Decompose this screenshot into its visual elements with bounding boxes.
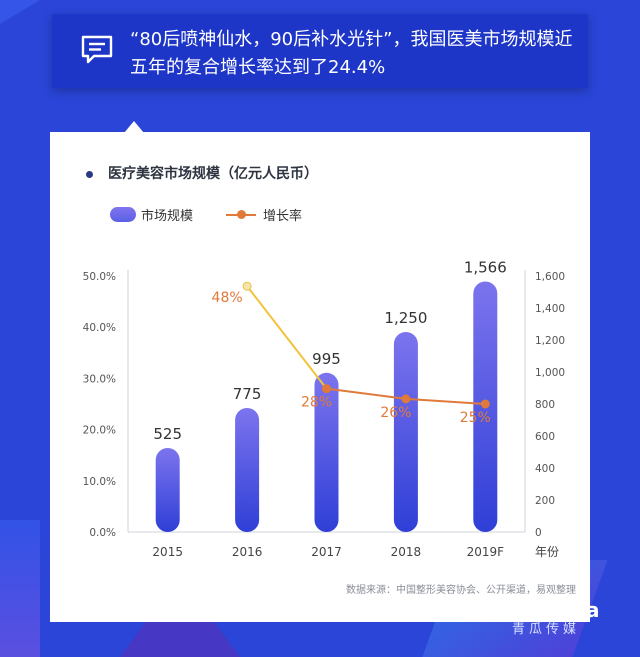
growth-point [401,394,411,404]
right-tick-label: 1,400 [535,303,565,315]
chart-area: 0.0% 10.0% 20.0% 30.0% 40.0% 50.0% 0 200 400 600 8… [83,258,565,559]
legend-swatch-bar [110,207,136,222]
watermark: 青瓜传媒 [512,622,581,637]
chart-card: 医疗美容市场规模（亿元人民币） 市场规模 增长率 0.0% 10.0% 20.0% 3… [50,132,590,622]
header-banner: “80后喷神仙水，90后补水光针”，我国医美市场规模近五年的复合增长率达到了24… [52,14,588,88]
title-bullet [86,171,93,178]
right-tick-label: 1,200 [535,335,565,347]
watermark-logo: a [586,598,600,622]
right-tick-label: 600 [535,431,555,443]
legend-label-line: 增长率 [263,209,303,224]
growth-value-label: 28% [301,395,332,411]
growth-line-segment [405,397,486,405]
x-tick-label: 2017 [311,545,342,559]
bar [235,408,260,532]
left-tick-label: 10.0% [83,476,116,488]
x-axis-title: 年份 [535,545,559,559]
bar [393,332,418,532]
right-tick-label: 1,000 [535,367,565,379]
card-pointer [124,121,144,133]
growth-line-segment [326,387,407,400]
bar [314,372,339,532]
x-tick-label: 2019F [467,545,505,559]
bar-value-label: 1,566 [464,258,507,276]
bar-value-label: 995 [312,350,341,368]
bar-value-label: 775 [233,385,262,403]
right-tick-label: 200 [535,495,555,507]
right-tick-label: 400 [535,463,555,475]
bar-value-label: 525 [153,425,182,443]
left-tick-label: 40.0% [83,322,116,334]
growth-value-label: 26% [380,405,411,421]
right-tick-label: 0 [535,527,542,539]
growth-point [242,281,252,291]
growth-line-segment [246,285,328,390]
left-tick-label: 50.0% [83,271,116,283]
x-tick-label: 2016 [232,545,263,559]
chart-title: 医疗美容市场规模（亿元人民币） [108,166,318,182]
bar-value-label: 1,250 [384,309,427,327]
bar [155,448,180,532]
header-text: “80后喷神仙水，90后补水光针”，我国医美市场规模近五年的复合增长率达到了24… [130,29,573,78]
background-decoration [0,520,40,657]
left-tick-label: 20.0% [83,425,116,437]
right-tick-label: 1,600 [535,271,565,283]
growth-point [480,399,490,409]
background-decoration [0,0,40,24]
legend-swatch-line-dot [237,210,246,219]
left-tick-label: 0.0% [89,527,116,539]
growth-value-label: 48% [212,290,243,306]
left-tick-label: 30.0% [83,373,116,385]
x-tick-label: 2015 [152,545,183,559]
growth-point [322,384,331,394]
legend-label-bar: 市场规模 [141,209,194,224]
growth-value-label: 25% [460,410,491,426]
data-source: 数据来源：中国整形美容协会、公开渠道，易观整理 [346,585,576,596]
comment-icon [81,35,113,64]
right-tick-label: 800 [535,399,555,411]
x-tick-label: 2018 [391,545,422,559]
